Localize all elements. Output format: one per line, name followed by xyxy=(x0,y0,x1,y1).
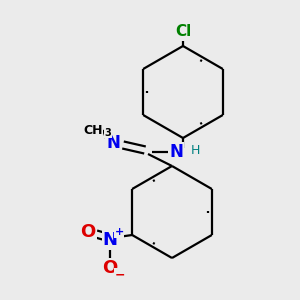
Text: −: − xyxy=(115,268,125,281)
Text: N: N xyxy=(169,143,183,161)
Text: N: N xyxy=(106,134,120,152)
Text: O: O xyxy=(80,223,96,241)
Text: H: H xyxy=(190,143,200,157)
Text: 3: 3 xyxy=(105,128,111,138)
Text: O: O xyxy=(103,259,118,277)
Text: CH: CH xyxy=(83,124,103,136)
Text: +: + xyxy=(115,227,124,237)
Text: Cl: Cl xyxy=(175,25,191,40)
Text: N: N xyxy=(103,231,118,249)
